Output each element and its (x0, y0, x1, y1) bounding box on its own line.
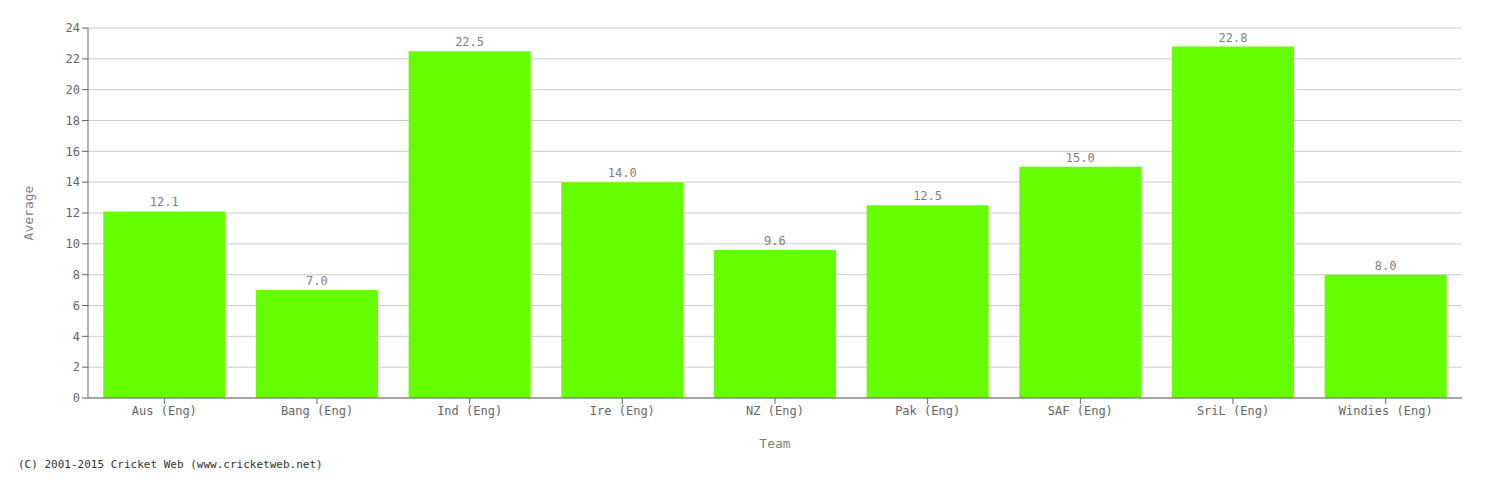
svg-text:18: 18 (66, 114, 80, 128)
svg-text:SAF (Eng): SAF (Eng) (1048, 404, 1113, 418)
svg-text:0: 0 (73, 391, 80, 405)
svg-text:NZ (Eng): NZ (Eng) (746, 404, 804, 418)
svg-text:Team: Team (759, 436, 790, 451)
svg-text:Average: Average (21, 185, 36, 240)
svg-text:16: 16 (66, 145, 80, 159)
svg-text:14: 14 (66, 175, 80, 189)
html-text:(C) 2001-2015 Cricket Web (www: (C) 2001-2015 Cricket Web (www.cricketwe… (18, 458, 323, 471)
svg-text:15.0: 15.0 (1066, 151, 1095, 165)
svg-text:Ire (Eng): Ire (Eng) (590, 404, 655, 418)
svg-text:Pak (Eng): Pak (Eng) (895, 404, 960, 418)
svg-text:Ind (Eng): Ind (Eng) (437, 404, 502, 418)
svg-text:22.5: 22.5 (455, 35, 484, 49)
svg-text:24: 24 (66, 21, 80, 35)
svg-text:Windies (Eng): Windies (Eng) (1339, 404, 1433, 418)
svg-text:Bang (Eng): Bang (Eng) (281, 404, 353, 418)
svg-text:2: 2 (73, 360, 80, 374)
svg-text:7.0: 7.0 (306, 274, 328, 288)
svg-text:Aus (Eng): Aus (Eng) (132, 404, 197, 418)
svg-text:9.6: 9.6 (764, 234, 786, 248)
svg-text:8.0: 8.0 (1375, 259, 1397, 273)
svg-text:22.8: 22.8 (1218, 31, 1247, 45)
svg-text:14.0: 14.0 (608, 166, 637, 180)
svg-text:6: 6 (73, 299, 80, 313)
svg-text:20: 20 (66, 83, 80, 97)
svg-text:SriL (Eng): SriL (Eng) (1197, 404, 1269, 418)
svg-text:12: 12 (66, 206, 80, 220)
svg-text:4: 4 (73, 330, 80, 344)
svg-text:12.5: 12.5 (913, 189, 942, 203)
svg-text:8: 8 (73, 268, 80, 282)
svg-text:12.1: 12.1 (150, 195, 179, 209)
svg-text:22: 22 (66, 52, 80, 66)
svg-text:10: 10 (66, 237, 80, 251)
